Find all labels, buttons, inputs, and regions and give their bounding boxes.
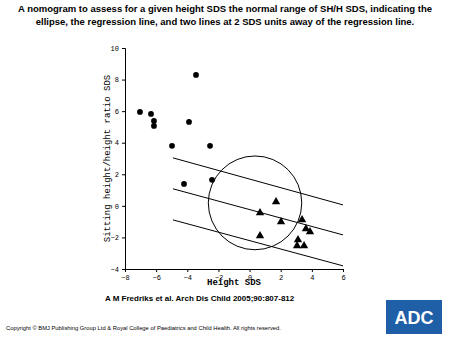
triangle-point [277,217,285,224]
line [173,220,343,266]
title-line: A nomogram to assess for a given height … [18,3,432,14]
tick: 4 [310,269,314,282]
circle-point [186,119,192,125]
circle-point [148,111,154,117]
circle-point [151,123,157,129]
triangle-point [293,241,301,248]
tick: 4 [115,139,125,147]
tick-mark [122,143,125,144]
tick-mark [122,237,125,238]
ellipse [208,156,301,250]
tick-label: −8 [121,274,129,282]
tick-mark [187,269,188,272]
tick-mark [281,269,282,272]
tick: 2 [279,269,283,282]
tick-mark [122,269,125,270]
tick: −4 [184,269,192,282]
tick: 0 [115,203,125,211]
tick-label: 2 [279,274,283,282]
tick: −8 [121,269,129,282]
triangle-point [306,227,314,234]
tick-mark [156,269,157,272]
circle-point [181,181,187,187]
tick-label: 0 [115,203,119,211]
title: A nomogram to assess for a given height … [18,3,432,27]
logo: ADC [395,308,434,328]
tick: 8 [115,76,125,84]
triangle-point [256,231,264,238]
tick-label: 10 [111,45,119,53]
circle-point [193,72,199,78]
triangle-point [272,197,280,204]
circle-point [169,143,175,149]
source: A M Fredriks et al. Arch Dis Child 2005;… [105,294,295,303]
tick-label: −4 [184,274,192,282]
axis-line [126,270,344,273]
logo-box [386,300,442,334]
tick: 6 [341,269,345,282]
circle-point [151,118,157,124]
y-axis-title: Sitting height/height ratio SDS [103,75,113,242]
tick: 6 [115,108,125,116]
tick-mark [122,80,125,81]
tick: −4 [111,266,125,274]
tick-label: 6 [341,274,345,282]
axis-line [122,49,126,270]
tick-mark [122,48,125,49]
triangle-point [300,241,308,248]
tick-label: 6 [115,108,119,116]
tick-mark [343,269,344,272]
line [173,158,343,205]
plot-area [137,72,343,266]
tick-label: −4 [111,266,119,274]
x-axis-title: Height SDS [207,278,262,288]
tick-mark [122,174,125,175]
tick: 10 [111,45,125,53]
circle-point [209,177,215,183]
tick: 2 [115,171,125,179]
triangle-point [294,235,302,242]
tick-label: 4 [310,274,314,282]
tick-label: 8 [115,76,119,84]
tick-label: −6 [152,274,160,282]
line [173,189,343,235]
tick: −6 [152,269,160,282]
copyright: Copyright © BMJ Publishing Group Ltd & R… [6,325,281,331]
tick-label: 2 [115,171,119,179]
title-line: ellipse, the regression line, and two li… [36,16,415,27]
triangle-point [298,215,306,222]
tick-mark [122,111,125,112]
chart: A nomogram to assess for a given height … [0,0,450,338]
circle-point [207,143,213,149]
circle-point [137,109,143,115]
tick-label: 4 [115,139,119,147]
tick-mark [218,269,219,272]
tick-mark [122,206,125,207]
triangle-point [256,208,264,215]
tick-mark [312,269,313,272]
tick-mark [250,269,251,272]
